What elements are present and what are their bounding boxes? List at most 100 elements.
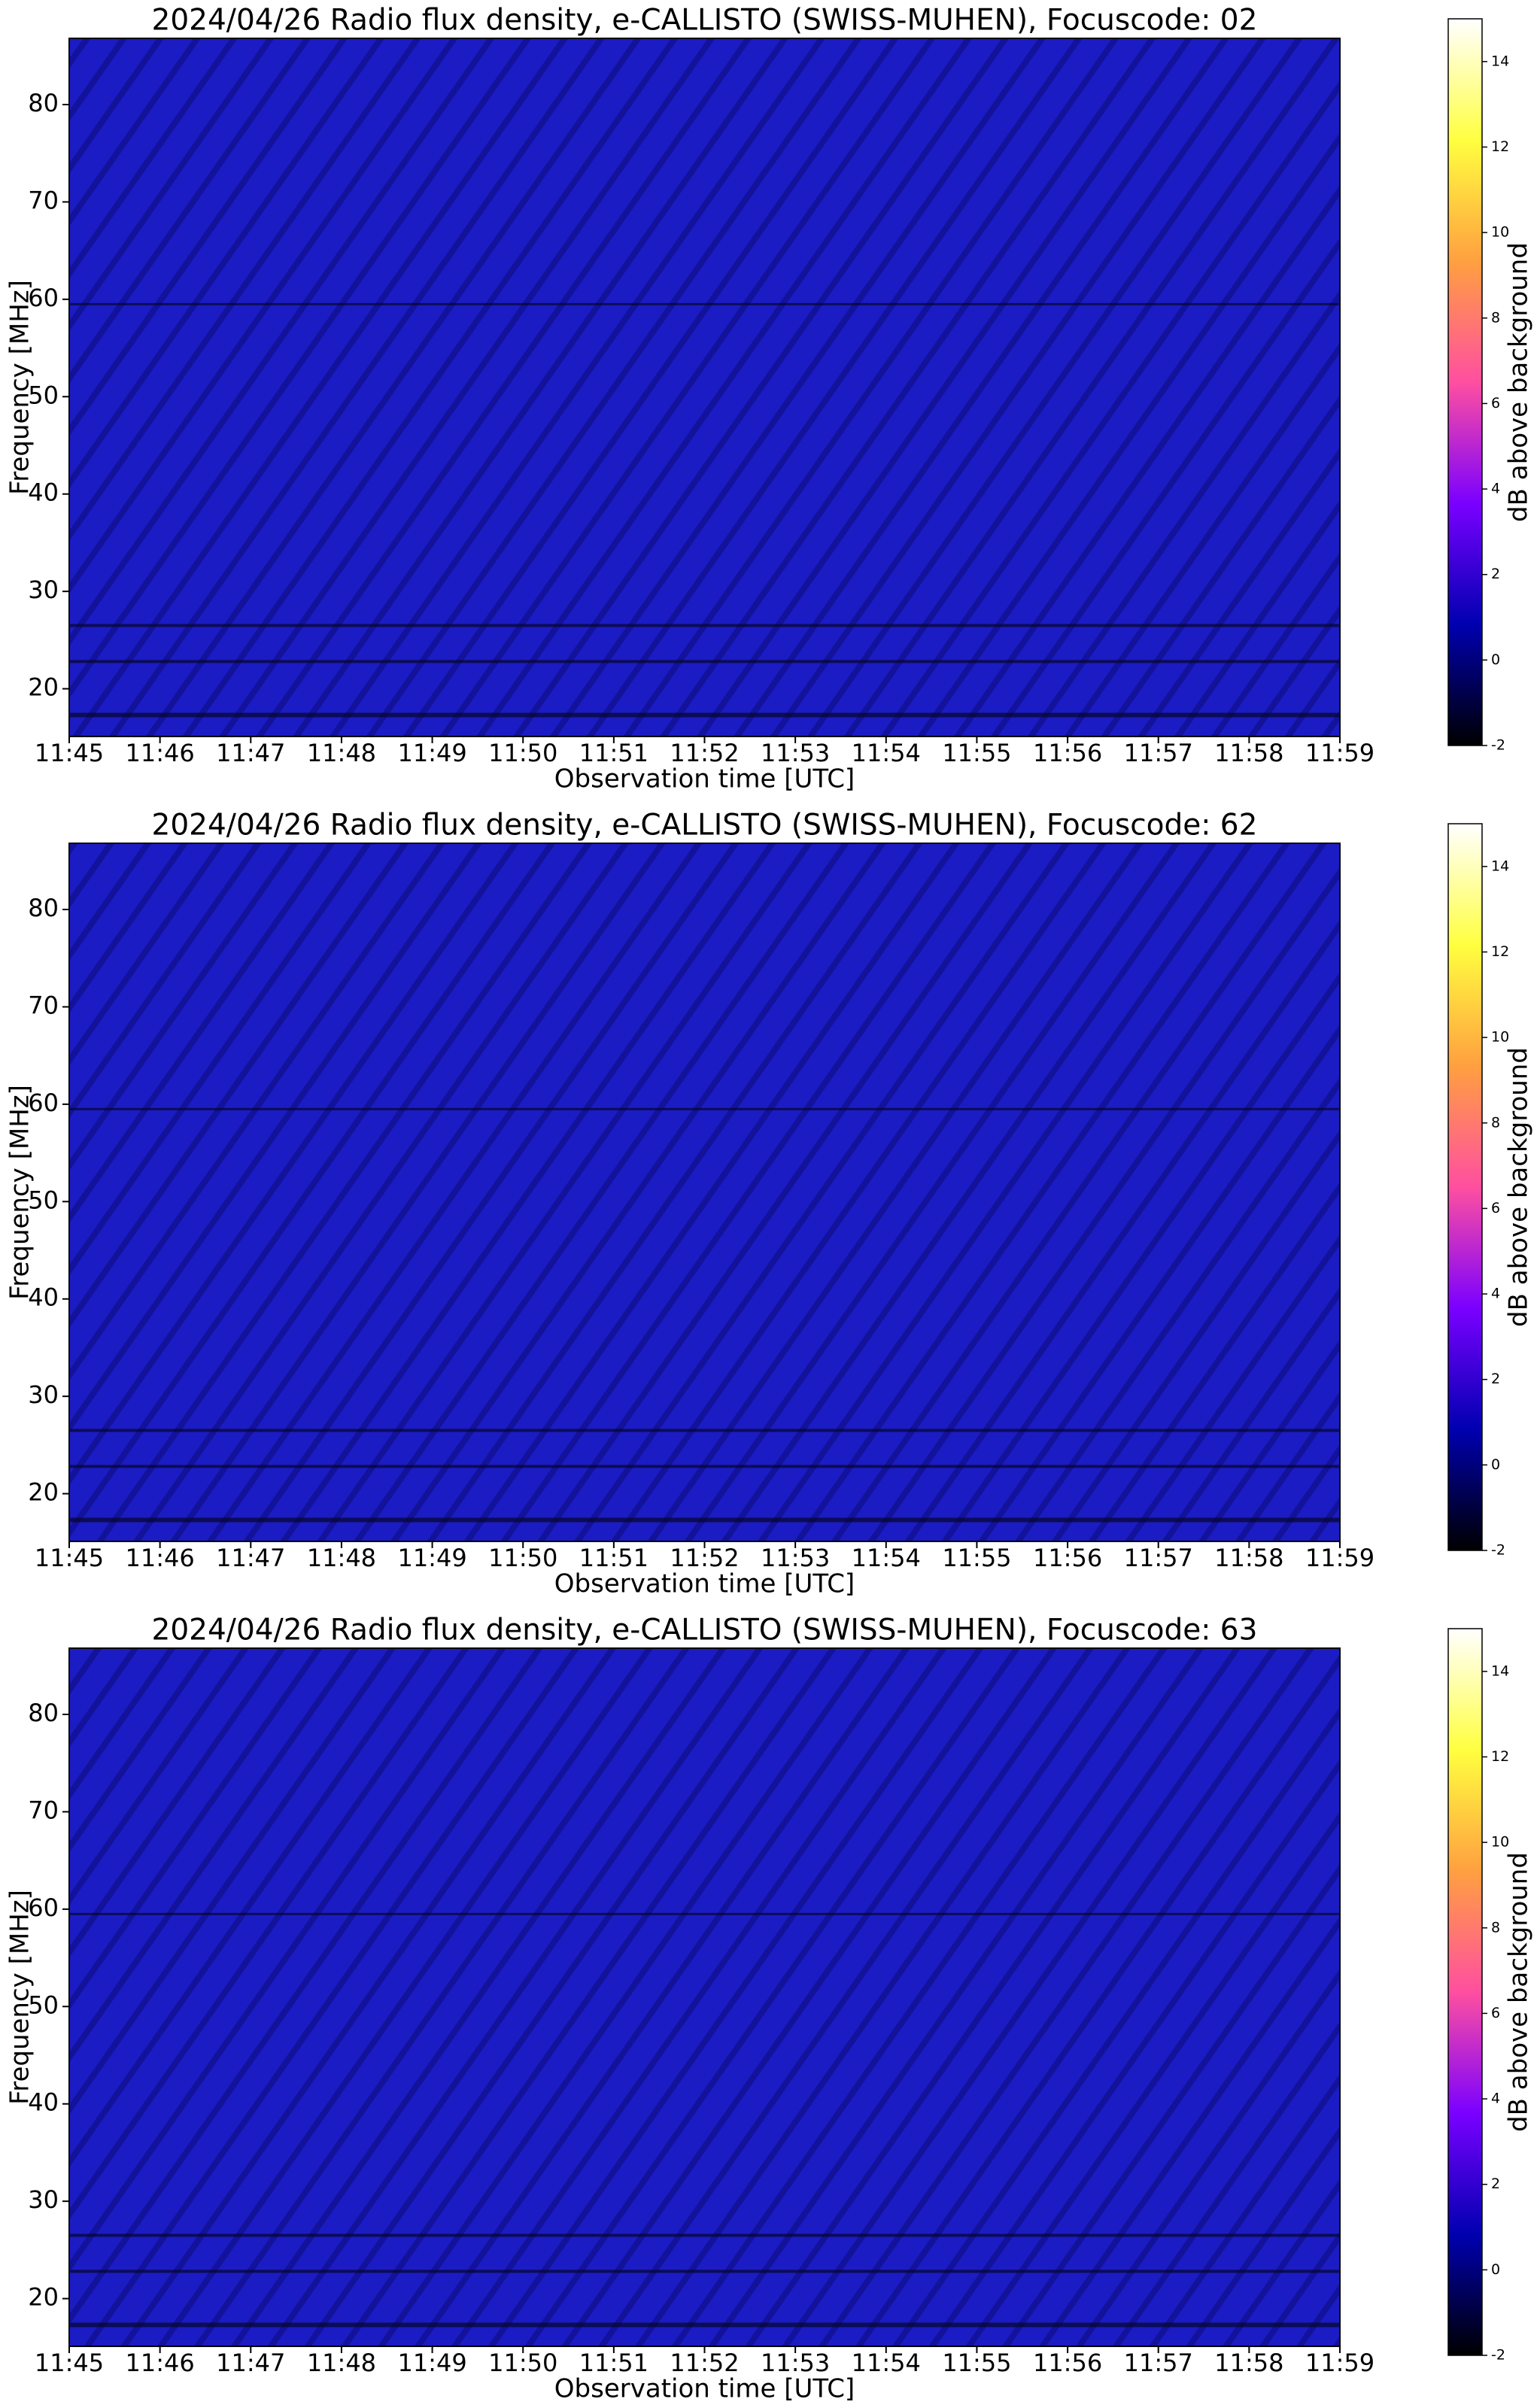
y-tick-label: 40 — [28, 1283, 59, 1312]
y-axis-label: Frequency [MHz] — [5, 1085, 35, 1300]
x-tick-label: 11:55 — [942, 1544, 1011, 1572]
y-tick-label: 70 — [28, 186, 59, 214]
x-tick-label: 11:49 — [397, 2349, 466, 2377]
x-tick-label: 11:50 — [488, 739, 557, 767]
spectrogram — [69, 843, 1340, 1541]
colorbar-label: dB above background — [1504, 242, 1534, 522]
y-axis-label: Frequency [MHz] — [5, 1890, 35, 2105]
x-tick-label: 11:50 — [488, 2349, 557, 2377]
y-tick-label: 30 — [28, 2185, 59, 2214]
x-tick-label: 11:57 — [1124, 2349, 1193, 2377]
y-tick-label: 40 — [28, 478, 59, 507]
y-tick-label: 80 — [28, 1699, 59, 1727]
colorbar-tick-label: 10 — [1491, 224, 1509, 241]
x-tick-label: 11:56 — [1033, 2349, 1102, 2377]
x-tick-label: 11:58 — [1214, 1544, 1283, 1572]
colorbar-tick-label: 0 — [1491, 2261, 1500, 2278]
colorbar-tick-label: 6 — [1491, 2005, 1500, 2021]
x-tick-label: 11:47 — [216, 739, 285, 767]
colorbar-tick-label: 14 — [1491, 858, 1509, 874]
spectrogram-band — [69, 660, 1340, 663]
y-tick-label: 70 — [28, 991, 59, 1019]
y-tick-label: 80 — [28, 894, 59, 922]
y-tick-label: 50 — [28, 1990, 59, 2019]
colorbar-tick-label: 8 — [1491, 309, 1500, 326]
spectrogram-band — [69, 1912, 1340, 1915]
spectrogram-band — [69, 1465, 1340, 1468]
y-tick-label: 20 — [28, 2283, 59, 2312]
spectrogram-band — [69, 712, 1340, 718]
y-axis-label: Frequency [MHz] — [5, 280, 35, 495]
y-tick-label: 30 — [28, 1380, 59, 1409]
colorbar-tick-label: -2 — [1491, 737, 1505, 754]
colorbar-tick-label: 2 — [1491, 2176, 1500, 2192]
colorbar-tick-label: 2 — [1491, 1371, 1500, 1387]
x-tick-label: 11:45 — [35, 739, 104, 767]
colorbar-tick-label: 0 — [1491, 651, 1500, 668]
x-tick-label: 11:51 — [579, 1544, 649, 1572]
x-tick-label: 11:49 — [397, 1544, 466, 1572]
x-axis-label: Observation time [UTC] — [554, 764, 855, 794]
spectrogram-band — [69, 302, 1340, 305]
y-tick-label: 20 — [28, 1478, 59, 1507]
colorbar-label: dB above background — [1504, 1047, 1534, 1327]
colorbar-tick-label: -2 — [1491, 2347, 1505, 2364]
colorbar-tick-label: 8 — [1491, 1919, 1500, 1936]
spectrogram-band — [69, 1429, 1340, 1432]
x-tick-label: 11:48 — [307, 2349, 376, 2377]
chart-title: 2024/04/26 Radio flux density, e-CALLIST… — [152, 809, 1258, 843]
spectrogram — [69, 38, 1340, 736]
y-tick-label: 60 — [28, 1089, 59, 1117]
x-tick-label: 11:53 — [761, 739, 830, 767]
x-tick-label: 11:56 — [1033, 1544, 1102, 1572]
x-tick-label: 11:48 — [307, 739, 376, 767]
x-tick-label: 11:45 — [35, 2349, 104, 2377]
colorbar-tick-label: 4 — [1491, 2091, 1500, 2107]
colorbar-tick-label: 10 — [1491, 1029, 1509, 1046]
x-tick-label: 11:46 — [126, 2349, 195, 2377]
spectrogram — [69, 1648, 1340, 2346]
x-tick-label: 11:56 — [1033, 739, 1102, 767]
colorbar-tick-label: 0 — [1491, 1456, 1500, 1473]
x-tick-label: 11:58 — [1214, 2349, 1283, 2377]
x-tick-label: 11:49 — [397, 739, 466, 767]
x-tick-label: 11:52 — [670, 739, 739, 767]
y-tick-label: 30 — [28, 575, 59, 604]
spectrogram-band — [69, 1107, 1340, 1110]
x-tick-label: 11:54 — [852, 2349, 921, 2377]
spectrogram-band — [69, 2322, 1340, 2328]
y-tick-label: 70 — [28, 1796, 59, 1824]
x-tick-label: 11:52 — [670, 1544, 739, 1572]
colorbar-tick-label: 2 — [1491, 566, 1500, 582]
y-tick-label: 50 — [28, 381, 59, 409]
x-tick-label: 11:57 — [1124, 1544, 1193, 1572]
colorbar-tick-label: 14 — [1491, 1663, 1509, 1679]
colorbar-tick-label: 12 — [1491, 138, 1509, 155]
x-tick-label: 11:47 — [216, 1544, 285, 1572]
y-tick-label: 50 — [28, 1186, 59, 1214]
colorbar-tick-label: 14 — [1491, 53, 1509, 69]
colorbar-tick-label: 12 — [1491, 1748, 1509, 1765]
y-tick-label: 20 — [28, 673, 59, 702]
colorbar — [1447, 823, 1483, 1551]
x-tick-label: 11:57 — [1124, 739, 1193, 767]
x-tick-label: 11:51 — [579, 2349, 649, 2377]
x-tick-label: 11:50 — [488, 1544, 557, 1572]
x-tick-label: 11:59 — [1305, 1544, 1374, 1572]
x-tick-label: 11:58 — [1214, 739, 1283, 767]
x-axis-label: Observation time [UTC] — [554, 2374, 855, 2404]
x-tick-label: 11:51 — [579, 739, 649, 767]
colorbar — [1447, 18, 1483, 746]
x-tick-label: 11:52 — [670, 2349, 739, 2377]
colorbar-label: dB above background — [1504, 1852, 1534, 2132]
x-tick-label: 11:55 — [942, 739, 1011, 767]
colorbar-tick-label: 10 — [1491, 1834, 1509, 1851]
x-tick-label: 11:46 — [126, 739, 195, 767]
x-tick-label: 11:45 — [35, 1544, 104, 1572]
chart-title: 2024/04/26 Radio flux density, e-CALLIST… — [152, 4, 1258, 38]
spectrogram-band — [69, 1517, 1340, 1523]
x-tick-label: 11:47 — [216, 2349, 285, 2377]
colorbar-tick-label: 6 — [1491, 1200, 1500, 1216]
x-tick-label: 11:59 — [1305, 2349, 1374, 2377]
